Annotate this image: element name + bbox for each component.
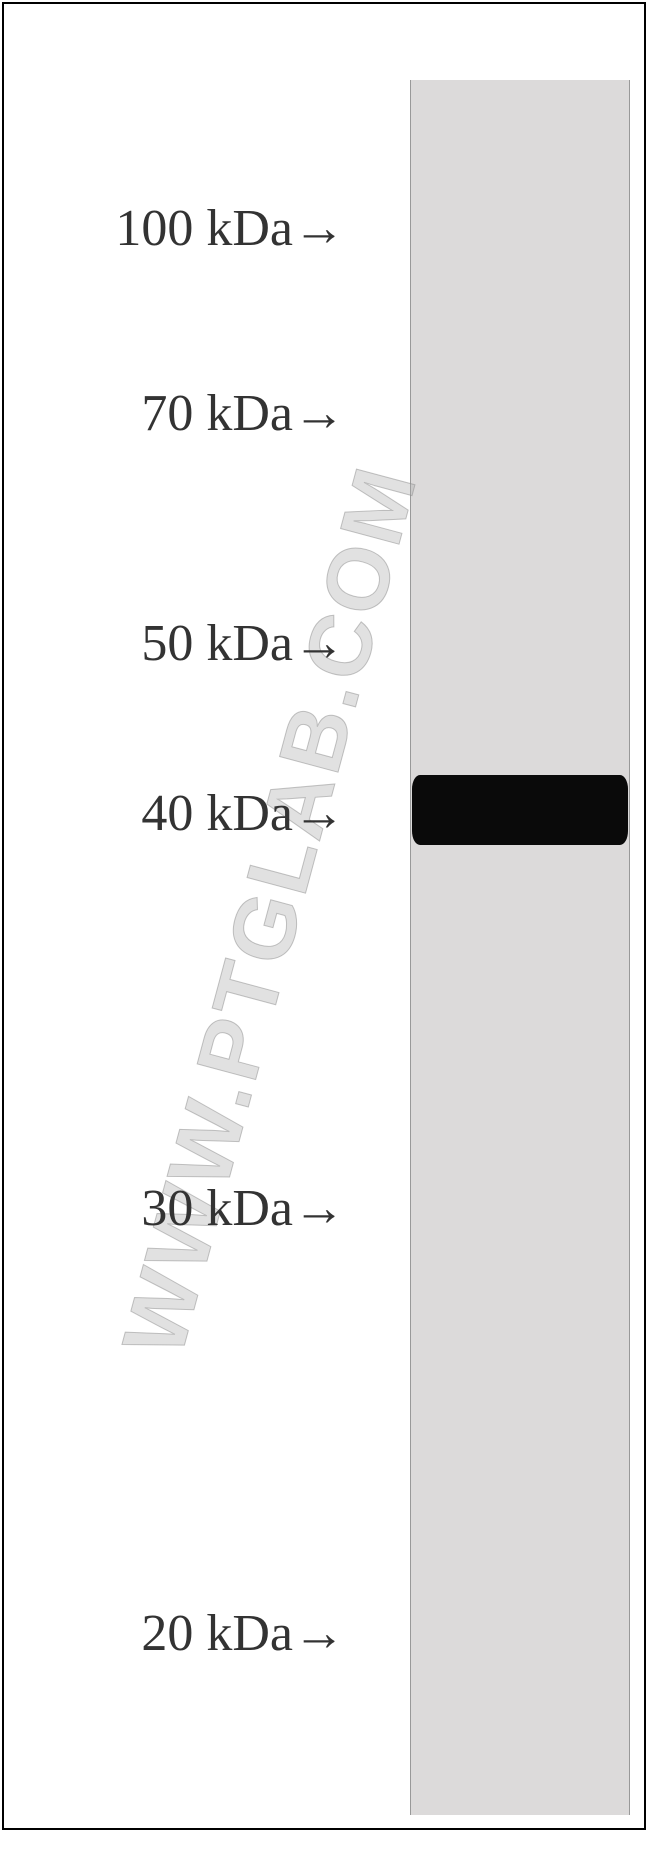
- marker-label: 100 kDa→: [115, 199, 345, 258]
- arrow-right-icon: →: [293, 384, 345, 443]
- arrow-right-icon: →: [293, 784, 345, 843]
- marker-text: 20 kDa: [141, 1604, 293, 1663]
- marker-text: 30 kDa: [141, 1179, 293, 1238]
- protein-band: [412, 775, 628, 845]
- marker-label: 50 kDa→: [141, 614, 345, 673]
- marker-label: 70 kDa→: [141, 384, 345, 443]
- blot-figure: WWW.PTGLAB.COM 100 kDa→70 kDa→50 kDa→40 …: [0, 0, 650, 1855]
- marker-text: 100 kDa: [115, 199, 293, 258]
- marker-label: 20 kDa→: [141, 1604, 345, 1663]
- arrow-right-icon: →: [293, 199, 345, 258]
- marker-text: 40 kDa: [141, 784, 293, 843]
- marker-text: 70 kDa: [141, 384, 293, 443]
- arrow-right-icon: →: [293, 614, 345, 673]
- marker-text: 50 kDa: [141, 614, 293, 673]
- blot-lane: [410, 80, 630, 1815]
- marker-label: 40 kDa→: [141, 784, 345, 843]
- arrow-right-icon: →: [293, 1604, 345, 1663]
- arrow-right-icon: →: [293, 1179, 345, 1238]
- marker-label: 30 kDa→: [141, 1179, 345, 1238]
